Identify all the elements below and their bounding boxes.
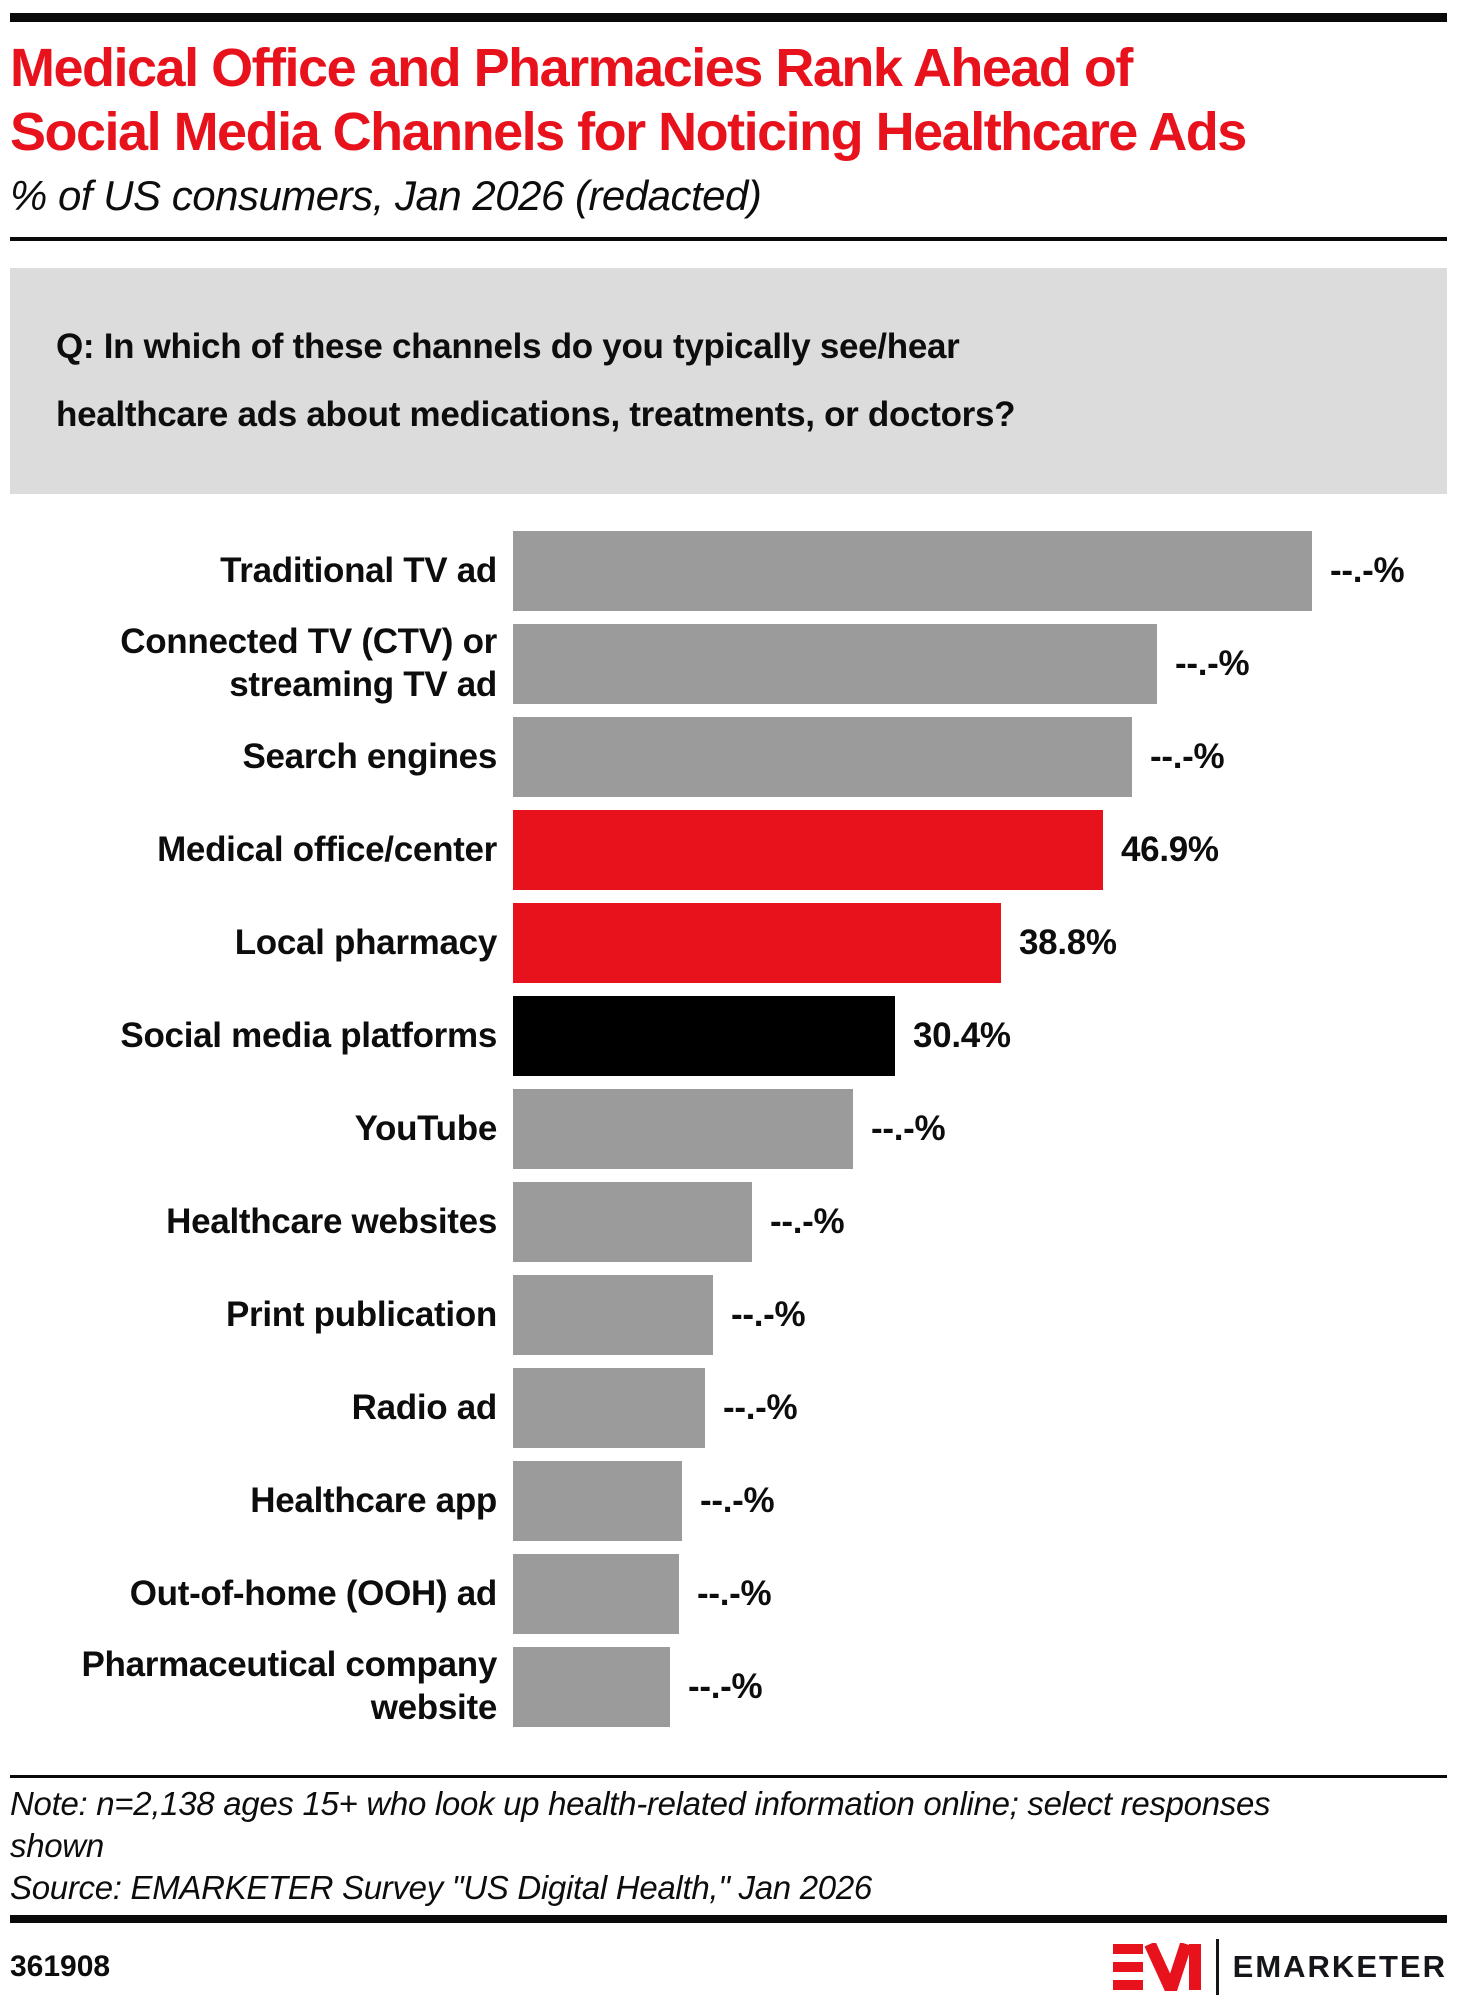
category-label: Out-of-home (OOH) ad [129, 1573, 498, 1613]
page-title-line-1: Medical Office and Pharmacies Rank Ahead… [10, 38, 1133, 98]
bar [513, 1460, 682, 1541]
bar [513, 1553, 679, 1634]
category-label: Pharmaceutical company website [81, 1645, 497, 1727]
bar-area: --.-% [513, 1460, 1447, 1541]
bar-value: --.-% [688, 1666, 763, 1706]
bar [513, 902, 1001, 983]
bar-area: --.-% [513, 1088, 1447, 1169]
footnote-divider [10, 1775, 1447, 1779]
chart-row: Pharmaceutical company website --.-% [10, 1640, 1447, 1733]
category-label: Radio ad [351, 1387, 498, 1427]
bar [513, 530, 1312, 611]
category-label: Healthcare app [250, 1480, 497, 1520]
bar-area: --.-% [513, 1274, 1447, 1355]
bar-area: --.-% [513, 1181, 1447, 1262]
note-line-1: Note: n=2,138 ages 15+ who look up healt… [10, 1785, 1271, 1823]
bar [513, 716, 1132, 797]
bar [513, 809, 1103, 890]
chart-row: Local pharmacy 38.8% [10, 896, 1447, 989]
category-label: Healthcare websites [166, 1201, 497, 1241]
header-divider [10, 236, 1447, 241]
emarketer-logo: EMARKETER [1112, 1939, 1447, 1996]
bar-value: --.-% [1175, 643, 1250, 683]
page-title: Medical Office and Pharmacies Rank Ahead… [10, 37, 1447, 164]
bar-area: --.-% [513, 530, 1447, 611]
chart-id: 361908 [10, 1950, 111, 1984]
bar [513, 1274, 713, 1355]
bar-area: 38.8% [513, 902, 1447, 983]
bar-value: --.-% [700, 1480, 775, 1520]
category-label: Social media platforms [120, 1015, 497, 1055]
page-title-line-2: Social Media Channels for Noticing Healt… [10, 101, 1247, 162]
chart-row: Healthcare app --.-% [10, 1454, 1447, 1547]
source-line: Source: EMARKETER Survey "US Digital Hea… [10, 1869, 872, 1907]
bar-value: --.-% [731, 1294, 806, 1334]
bar-area: --.-% [513, 716, 1447, 797]
bar-value: --.-% [723, 1387, 798, 1427]
bar [513, 995, 895, 1076]
bar-value: --.-% [871, 1108, 946, 1148]
logo-divider [1215, 1939, 1219, 1996]
category-label: Print publication [225, 1294, 497, 1334]
chart-row: Radio ad --.-% [10, 1361, 1447, 1454]
emarketer-em-icon [1112, 1943, 1201, 1992]
chart-row: Connected TV (CTV) or streaming TV ad --.-… [10, 617, 1447, 710]
logo-wordmark: EMARKETER [1232, 1949, 1447, 1985]
bar-area: 46.9% [513, 809, 1447, 890]
chart-page: Medical Office and Pharmacies Rank Ahead… [0, 13, 1457, 1996]
category-label: Traditional TV ad [220, 550, 497, 590]
bar [513, 1088, 853, 1169]
chart-row: Search engines --.-% [10, 710, 1447, 803]
top-rule [10, 13, 1447, 22]
bar-value: 38.8% [1019, 922, 1117, 962]
survey-question-box: Q: In which of these channels do you typ… [10, 267, 1447, 495]
note-line-2: shown [10, 1827, 104, 1865]
bar [513, 1367, 705, 1448]
survey-question-line-1: Q: In which of these channels do you typ… [56, 326, 960, 366]
chart-row: Out-of-home (OOH) ad --.-% [10, 1547, 1447, 1640]
bar-value: 46.9% [1121, 829, 1219, 869]
bar-area: --.-% [513, 1367, 1447, 1448]
bar [513, 1181, 752, 1262]
footer-divider [10, 1915, 1447, 1924]
bar-area: --.-% [513, 623, 1447, 704]
chart-row: YouTube --.-% [10, 1082, 1447, 1175]
bar-value: --.-% [1150, 736, 1225, 776]
bar-value: 30.4% [913, 1015, 1011, 1055]
survey-question-line-2: healthcare ads about medications, treatm… [56, 395, 1016, 435]
footnote: Note: n=2,138 ages 15+ who look up healt… [10, 1783, 1447, 1909]
chart-row: Print publication --.-% [10, 1268, 1447, 1361]
bar [513, 623, 1157, 704]
bar-area: --.-% [513, 1553, 1447, 1634]
chart-row: Healthcare websites --.-% [10, 1175, 1447, 1268]
bar-value: --.-% [770, 1201, 845, 1241]
chart-row: Medical office/center 46.9% [10, 803, 1447, 896]
footer: 361908 EMARKETER [10, 1939, 1447, 1996]
bar-value: --.-% [1330, 550, 1405, 590]
bar [513, 1646, 670, 1727]
category-label: YouTube [354, 1108, 498, 1148]
category-label: Search engines [242, 736, 497, 776]
chart-row: Social media platforms 30.4% [10, 989, 1447, 1082]
bar-area: --.-% [513, 1646, 1447, 1727]
category-label: Local pharmacy [234, 922, 498, 962]
category-label: Medical office/center [157, 829, 497, 869]
chart-row: Traditional TV ad --.-% [10, 524, 1447, 617]
bar-value: --.-% [697, 1573, 772, 1613]
bar-area: 30.4% [513, 995, 1447, 1076]
bar-chart: Traditional TV ad --.-% Connected TV (CTV)… [10, 524, 1447, 1733]
page-subtitle: % of US consumers, Jan 2026 (redacted) [10, 172, 762, 220]
category-label: Connected TV (CTV) or streaming TV ad [120, 622, 497, 704]
